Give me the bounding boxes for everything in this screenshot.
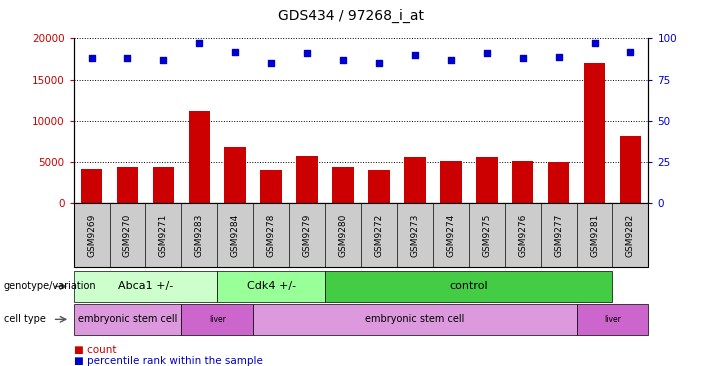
Point <box>193 40 205 46</box>
Point <box>158 57 169 63</box>
Point <box>589 40 600 46</box>
Text: GSM9273: GSM9273 <box>410 213 419 257</box>
Text: GSM9270: GSM9270 <box>123 213 132 257</box>
Text: liver: liver <box>209 315 226 324</box>
Point <box>374 60 385 66</box>
Text: ■ count: ■ count <box>74 344 116 355</box>
Text: embryonic stem cell: embryonic stem cell <box>78 314 177 324</box>
Point <box>517 55 529 61</box>
Bar <box>548 162 569 203</box>
Point <box>86 55 97 61</box>
Text: embryonic stem cell: embryonic stem cell <box>365 314 465 324</box>
Text: GSM9283: GSM9283 <box>195 213 204 257</box>
Point <box>230 49 241 55</box>
Bar <box>368 170 390 203</box>
Point <box>337 57 348 63</box>
Text: GSM9277: GSM9277 <box>554 213 563 257</box>
Text: liver: liver <box>604 315 621 324</box>
Text: GSM9284: GSM9284 <box>231 213 240 257</box>
Text: GSM9274: GSM9274 <box>447 213 456 257</box>
Text: GDS434 / 97268_i_at: GDS434 / 97268_i_at <box>278 9 423 23</box>
Text: GSM9271: GSM9271 <box>159 213 168 257</box>
Text: GSM9279: GSM9279 <box>303 213 312 257</box>
Text: control: control <box>449 281 488 291</box>
Bar <box>81 169 102 203</box>
Text: GSM9280: GSM9280 <box>339 213 348 257</box>
Point <box>625 49 636 55</box>
Text: Abca1 +/-: Abca1 +/- <box>118 281 173 291</box>
Text: genotype/variation: genotype/variation <box>4 281 96 291</box>
Bar <box>404 157 426 203</box>
Bar <box>512 161 533 203</box>
Text: GSM9275: GSM9275 <box>482 213 491 257</box>
Point <box>122 55 133 61</box>
Bar <box>476 157 498 203</box>
Point <box>481 50 492 56</box>
Bar <box>224 147 246 203</box>
Bar <box>332 167 354 203</box>
Text: GSM9278: GSM9278 <box>266 213 275 257</box>
Text: GSM9269: GSM9269 <box>87 213 96 257</box>
Text: GSM9281: GSM9281 <box>590 213 599 257</box>
Text: cell type: cell type <box>4 314 46 324</box>
Point <box>445 57 456 63</box>
Bar <box>440 161 461 203</box>
Point <box>409 52 421 58</box>
Text: GSM9272: GSM9272 <box>374 213 383 257</box>
Text: ■ percentile rank within the sample: ■ percentile rank within the sample <box>74 355 262 366</box>
Text: GSM9282: GSM9282 <box>626 213 635 257</box>
Bar <box>584 63 606 203</box>
Text: Cdk4 +/-: Cdk4 +/- <box>247 281 296 291</box>
Text: GSM9276: GSM9276 <box>518 213 527 257</box>
Bar <box>620 136 641 203</box>
Bar <box>261 170 282 203</box>
Bar <box>153 167 174 203</box>
Point <box>266 60 277 66</box>
Point <box>553 54 564 60</box>
Point <box>301 50 313 56</box>
Bar <box>297 156 318 203</box>
Bar <box>116 167 138 203</box>
Bar <box>189 111 210 203</box>
